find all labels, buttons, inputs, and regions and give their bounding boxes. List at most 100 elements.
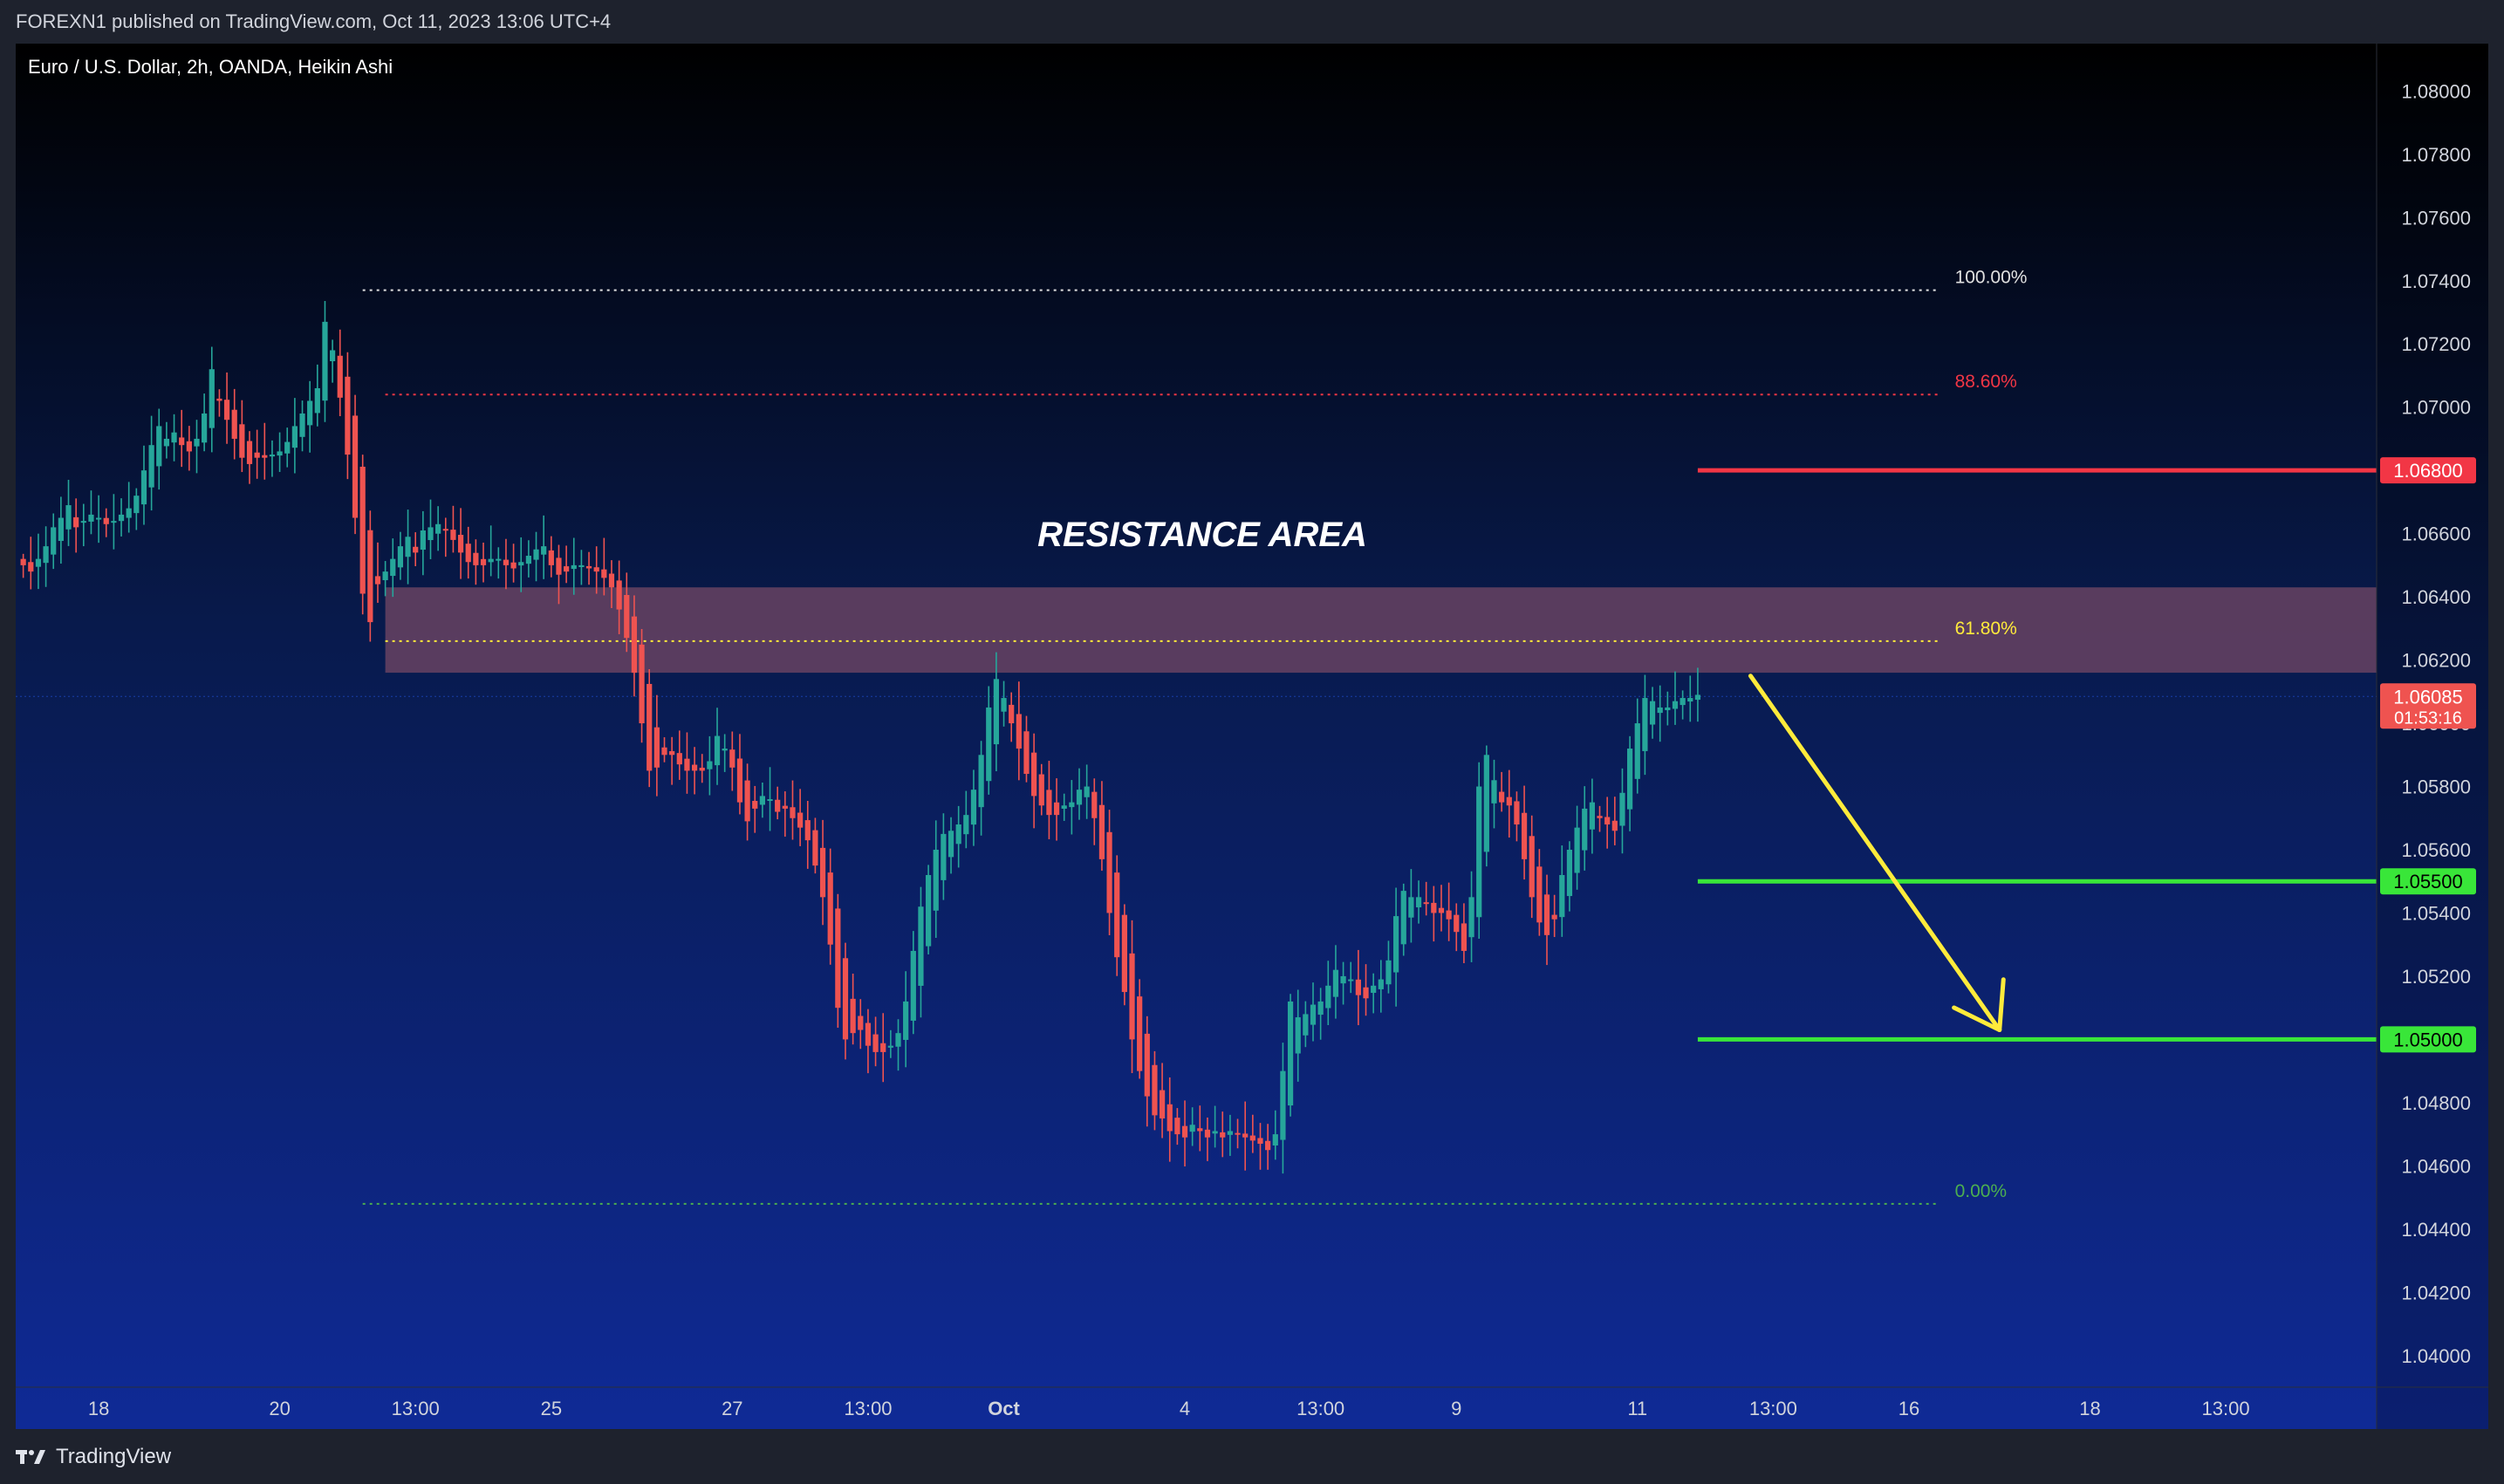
candle-body[interactable] (231, 409, 237, 439)
candle-body[interactable] (1348, 979, 1354, 981)
candle-body[interactable] (676, 753, 682, 765)
candle-body[interactable] (1371, 985, 1377, 994)
candle-body[interactable] (291, 426, 298, 448)
candle-body[interactable] (1483, 755, 1489, 852)
candle-body[interactable] (223, 400, 230, 421)
candle-body[interactable] (1053, 802, 1060, 816)
candle-body[interactable] (1046, 790, 1052, 816)
candle-body[interactable] (1303, 1014, 1309, 1036)
candle-body[interactable] (639, 644, 645, 724)
candle-body[interactable] (978, 755, 984, 808)
candle-body[interactable] (661, 747, 667, 756)
candle-body[interactable] (1031, 752, 1037, 797)
candle-body[interactable] (367, 530, 373, 623)
candle-body[interactable] (835, 908, 841, 1009)
candle-body[interactable] (797, 812, 804, 828)
candle-body[interactable] (1220, 1132, 1226, 1138)
candle-body[interactable] (948, 831, 954, 858)
candle-body[interactable] (1166, 1104, 1173, 1132)
candle-body[interactable] (752, 800, 758, 809)
candle-body[interactable] (118, 514, 125, 522)
candle-body[interactable] (858, 1016, 864, 1030)
candle-body[interactable] (1129, 953, 1135, 1040)
candle-body[interactable] (1454, 914, 1460, 933)
candle-body[interactable] (314, 387, 320, 414)
candle-body[interactable] (744, 780, 750, 822)
candle-body[interactable] (496, 558, 502, 561)
candle-body[interactable] (1461, 923, 1468, 951)
candle-body[interactable] (510, 562, 517, 569)
candle-body[interactable] (1468, 897, 1474, 938)
candle-body[interactable] (329, 350, 336, 362)
candle-body[interactable] (390, 558, 396, 577)
price-tag-support-2[interactable] (2380, 1026, 2476, 1053)
candle-body[interactable] (782, 805, 788, 809)
candle-body[interactable] (1317, 1001, 1324, 1016)
candle-body[interactable] (1280, 1070, 1286, 1140)
candle-body[interactable] (163, 438, 170, 447)
candle-body[interactable] (775, 799, 781, 812)
candle-body[interactable] (653, 727, 660, 768)
candle-body[interactable] (1499, 791, 1505, 803)
candle-body[interactable] (1589, 802, 1595, 830)
candle-body[interactable] (73, 516, 79, 528)
candle-body[interactable] (525, 556, 531, 564)
candle-body[interactable] (435, 523, 441, 534)
candle-body[interactable] (186, 441, 192, 452)
candle-body[interactable] (1521, 812, 1528, 859)
candle-body[interactable] (970, 790, 977, 825)
candle-body[interactable] (1619, 792, 1625, 826)
candle-body[interactable] (1597, 816, 1603, 818)
candle-body[interactable] (1287, 1001, 1294, 1106)
candle-body[interactable] (804, 820, 811, 841)
candle-body[interactable] (20, 558, 26, 565)
candle-body[interactable] (1137, 996, 1143, 1071)
current-price-tag[interactable] (2380, 683, 2476, 729)
candle-body[interactable] (548, 550, 554, 565)
candle-body[interactable] (1694, 694, 1701, 701)
candle-body[interactable] (1242, 1133, 1249, 1138)
candle-body[interactable] (103, 517, 109, 524)
candle-body[interactable] (767, 799, 773, 802)
candle-body[interactable] (1227, 1131, 1234, 1135)
candle-body[interactable] (1657, 707, 1663, 714)
candle-body[interactable] (1212, 1131, 1218, 1134)
candle-body[interactable] (1506, 797, 1512, 806)
candle-body[interactable] (202, 413, 208, 443)
candle-body[interactable] (359, 466, 366, 594)
candle-body[interactable] (194, 438, 200, 447)
candle-body[interactable] (1016, 714, 1022, 749)
candle-body[interactable] (1378, 979, 1384, 989)
candle-body[interactable] (647, 683, 653, 771)
candle-body[interactable] (254, 452, 260, 458)
candle-body[interactable] (209, 369, 215, 428)
candle-body[interactable] (51, 527, 57, 555)
candle-body[interactable] (1476, 786, 1482, 918)
candle-body[interactable] (1295, 1017, 1301, 1054)
candle-body[interactable] (1408, 897, 1414, 918)
candle-body[interactable] (262, 455, 268, 458)
candle-body[interactable] (35, 558, 42, 567)
candle-body[interactable] (1174, 1118, 1180, 1135)
candle-body[interactable] (1363, 987, 1369, 999)
candle-body[interactable] (1611, 820, 1618, 831)
candle-body[interactable] (1604, 817, 1611, 825)
candle-body[interactable] (1257, 1138, 1263, 1144)
resistance-zone[interactable] (385, 587, 2377, 674)
candle-body[interactable] (827, 872, 833, 945)
candle-body[interactable] (865, 1022, 872, 1046)
candle-body[interactable] (1551, 914, 1557, 920)
candle-body[interactable] (405, 537, 411, 557)
candle-body[interactable] (382, 571, 388, 581)
candle-body[interactable] (1204, 1129, 1211, 1138)
candle-body[interactable] (1582, 808, 1588, 851)
candle-body[interactable] (593, 567, 599, 572)
candle-body[interactable] (1446, 910, 1452, 920)
candle-body[interactable] (179, 437, 185, 446)
candle-body[interactable] (691, 764, 698, 771)
candle-body[interactable] (1181, 1125, 1188, 1138)
candle-body[interactable] (1665, 707, 1671, 711)
candle-body[interactable] (1144, 1033, 1150, 1097)
candle-body[interactable] (473, 552, 479, 565)
candle-body[interactable] (1098, 804, 1105, 859)
